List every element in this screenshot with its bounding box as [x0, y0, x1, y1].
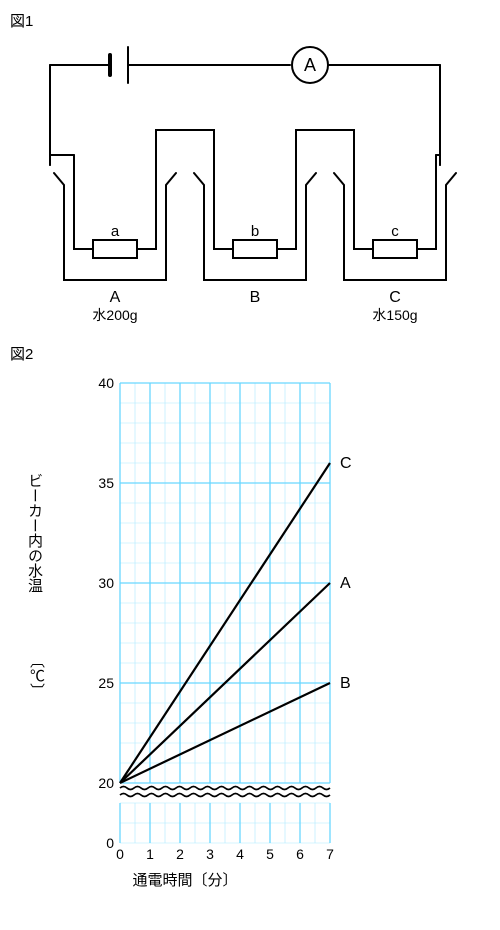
figure2-label: 図2: [10, 343, 33, 364]
beaker-water: 水150g: [372, 307, 417, 323]
beaker-water: 水200g: [92, 307, 137, 323]
y-tick: 30: [98, 575, 114, 591]
x-tick: 2: [176, 846, 184, 862]
figure1-label: 図1: [10, 10, 490, 31]
y-axis-unit: 〔℃〕: [26, 653, 47, 698]
beaker-name: C: [389, 289, 401, 306]
beaker-name: A: [110, 289, 121, 306]
figure1-circuit: AaA水200gbBcC水150g: [10, 35, 490, 335]
x-axis-label: 通電時間〔分〕: [80, 869, 290, 890]
figure2-chart: ビーカー内の水温 〔℃〕 CAB2025303540012345670 通電時間…: [80, 373, 490, 890]
series-label: C: [340, 455, 352, 472]
y-axis-label: ビーカー内の水温: [22, 473, 42, 593]
resistor-label: c: [391, 223, 399, 240]
resistor-label: a: [111, 223, 120, 240]
x-tick: 6: [296, 846, 304, 862]
x-tick: 5: [266, 846, 274, 862]
ammeter-label: A: [304, 55, 316, 75]
y-tick: 20: [98, 775, 114, 791]
beaker-name: B: [250, 289, 261, 306]
series-label: B: [340, 675, 351, 692]
y-tick: 40: [98, 375, 114, 391]
series-label: A: [340, 575, 351, 592]
y-tick: 25: [98, 675, 114, 691]
resistor-label: b: [251, 223, 259, 240]
x-tick: 0: [116, 846, 124, 862]
y-tick-zero: 0: [106, 835, 114, 851]
x-tick: 4: [236, 846, 244, 862]
y-tick: 35: [98, 475, 114, 491]
x-tick: 7: [326, 846, 334, 862]
x-tick: 3: [206, 846, 214, 862]
x-tick: 1: [146, 846, 154, 862]
